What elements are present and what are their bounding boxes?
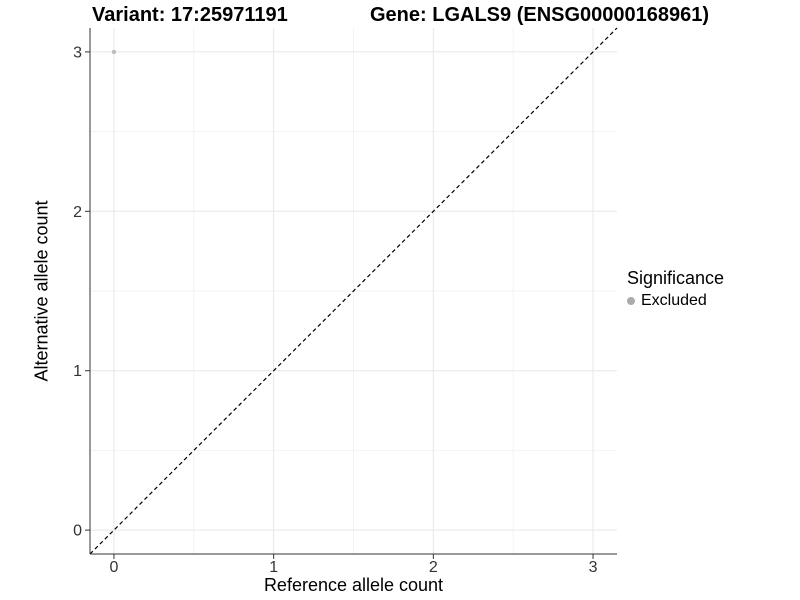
svg-text:0: 0 <box>73 523 82 540</box>
legend-title: Significance <box>627 268 725 288</box>
legend-item-excluded: Excluded <box>627 292 724 310</box>
svg-text:2: 2 <box>73 204 82 221</box>
svg-text:3: 3 <box>589 559 598 576</box>
gene-title: Gene: LGALS9 (ENSG00000168961) <box>370 4 710 26</box>
excluded-point-icon <box>627 297 635 305</box>
y-axis-title: Alternative allele count <box>31 200 52 382</box>
x-axis-title: Reference allele count <box>263 575 444 595</box>
svg-text:0: 0 <box>110 559 119 576</box>
legend-item-label: Excluded <box>641 292 707 309</box>
legend: Significance Excluded <box>627 268 724 310</box>
svg-text:1: 1 <box>73 363 82 380</box>
svg-text:1: 1 <box>269 559 278 576</box>
variant-title: Variant: 17:25971191 <box>92 4 288 26</box>
svg-text:3: 3 <box>73 44 82 61</box>
svg-text:2: 2 <box>429 559 438 576</box>
